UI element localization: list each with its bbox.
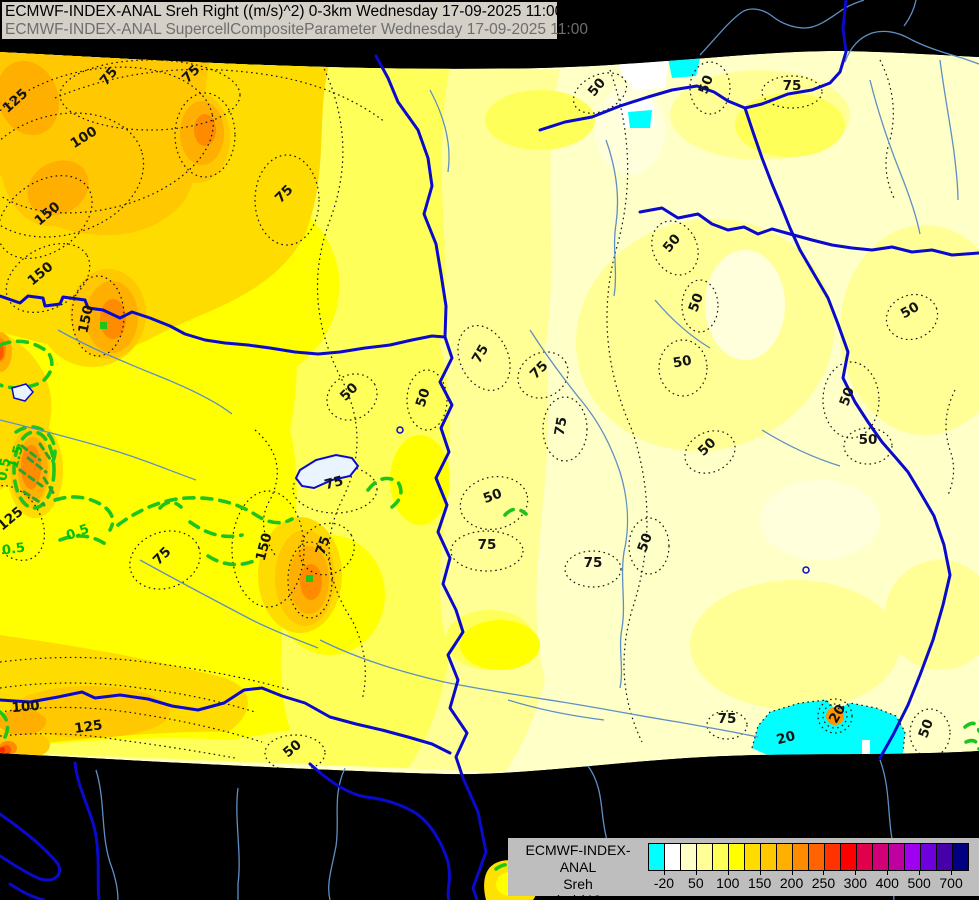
colorbar-cell: [872, 844, 888, 870]
colorbar-cell: [792, 844, 808, 870]
contour-label: 50: [481, 486, 504, 507]
green-contour-label: 0.5: [1, 541, 26, 559]
colorbar-tick-mark: [823, 870, 825, 875]
contour-label: 75: [323, 473, 345, 493]
lakes: [11, 383, 810, 574]
colorbar-tick-mark: [759, 870, 761, 875]
colorbar-cell: [952, 844, 968, 870]
colorbar-cell: [920, 844, 936, 870]
river-danube-west: [0, 294, 447, 356]
green-dot: [100, 322, 107, 329]
colorbar-cell: [712, 844, 728, 870]
green-contour-label: 0.5: [0, 457, 14, 482]
colorbar-cell: [904, 844, 920, 870]
colorbar-tick-label: 100: [716, 875, 740, 891]
colorbar-tick-label: 300: [843, 875, 868, 891]
colorbar-tick-mark: [951, 870, 953, 875]
colorbar-cell: [760, 844, 776, 870]
lake-neusiedl: [11, 383, 34, 402]
contour-label: 75: [783, 78, 802, 94]
colorbar: [648, 843, 969, 871]
colorbar-tick-mark: [663, 870, 665, 875]
colorbar-tick-label: 700: [939, 875, 963, 891]
colorbar-tick-mark: [695, 870, 697, 875]
contour-label: 50: [672, 353, 693, 372]
contour-label: 50: [837, 385, 858, 408]
colorbar-cell: [776, 844, 792, 870]
colorbar-cell: [936, 844, 952, 870]
colorbar-tick-mark: [791, 870, 793, 875]
colorbar-tick-mark: [887, 870, 889, 875]
colorbar-cell: [664, 844, 680, 870]
colorbar-cell: [888, 844, 904, 870]
colorbar-cell: [840, 844, 856, 870]
colorbar-cell: [744, 844, 760, 870]
sreh-maximum-spot: [826, 707, 844, 725]
colorbar-cell: [680, 844, 696, 870]
contour-label: 50: [413, 386, 434, 409]
cyan-patches: [618, 58, 905, 762]
green-dot: [306, 575, 313, 582]
river-drava: [0, 686, 452, 755]
colorbar-tick-mark: [727, 870, 729, 875]
cyan-negative-area: [752, 700, 905, 762]
colorbar-cell: [824, 844, 840, 870]
colorbar-tick-label: 50: [688, 875, 704, 891]
lake-balaton: [294, 453, 360, 490]
contour-label: 100: [11, 698, 40, 716]
legend-unit: (m/s)^2: [554, 892, 602, 900]
colorbar-tick-label: 400: [875, 875, 899, 891]
colorbar-tick-label: 150: [747, 875, 772, 891]
contour-label: 75: [718, 711, 737, 727]
title-line-sreh: ECMWF-INDEX-ANAL Sreh Right ((m/s)^2) 0-…: [5, 3, 564, 20]
contour-label: 150: [75, 304, 97, 335]
contour-label: 50: [686, 291, 707, 314]
legend-model-name: ECMWF-INDEX-ANAL: [525, 842, 631, 875]
river-tisza: [798, 248, 952, 760]
colorbar-cell: [856, 844, 872, 870]
contour-label: 125: [73, 717, 103, 737]
legend: ECMWF-INDEX-ANAL Sreh (m/s)^2 -20 50 100 15…: [508, 838, 979, 900]
colorbar-cell: [728, 844, 744, 870]
title-line-supercell: ECMWF-INDEX-ANAL SupercellCompositeParam…: [5, 21, 588, 38]
contour-label: 50: [859, 432, 878, 448]
contour-label: 50: [916, 717, 937, 740]
contour-label: 50: [635, 531, 656, 554]
colorbar-tick-label: 500: [907, 875, 931, 891]
colorbar-tick-label: 200: [779, 875, 804, 891]
colorbar-cell: [696, 844, 712, 870]
contour-label: 50: [696, 73, 717, 96]
colorbar-cell: [649, 844, 664, 870]
colorbar-tick-mark: [919, 870, 921, 875]
contour-label: 75: [584, 555, 603, 571]
contour-label: 75: [478, 537, 497, 553]
legend-parameter: Sreh: [563, 876, 593, 892]
colorbar-tick-label: 250: [811, 875, 836, 891]
legend-text: ECMWF-INDEX-ANAL Sreh (m/s)^2: [508, 842, 648, 900]
title-bar: ECMWF-INDEX-ANAL Sreh Right ((m/s)^2) 0-…: [0, 0, 588, 41]
river-danube-south: [434, 335, 488, 900]
colorbar-cell: [808, 844, 824, 870]
contour-label: 75: [552, 416, 571, 437]
contour-label: 20: [775, 728, 797, 748]
green-contour-label: 1.5: [6, 444, 26, 470]
colorbar-tick-label: -20: [653, 875, 675, 891]
map-fills: [0, 50, 979, 775]
green-contour-label: 0.5: [64, 522, 91, 544]
contour-label: 75: [313, 534, 334, 557]
colorbar-tick-mark: [855, 870, 857, 875]
contour-label: 150: [253, 531, 276, 562]
